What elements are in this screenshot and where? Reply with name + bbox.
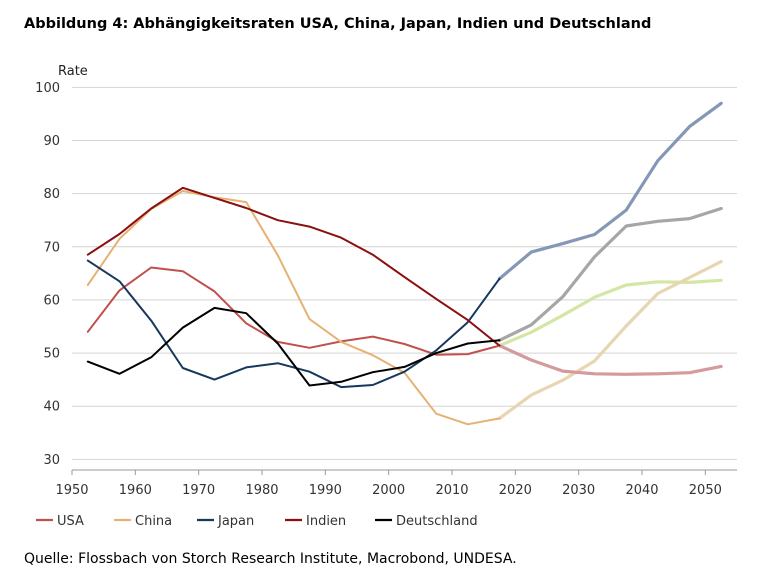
x-tick-label: 1970 [182,483,215,498]
x-tick-label: 1990 [309,483,342,498]
axes: 30 40 50 60 70 80 90 100 1950 1960 1970 1980 1990 200… [35,81,737,498]
y-tick-label: 100 [35,81,60,96]
y-tick-label: 60 [43,293,60,308]
series-line-china [86,190,501,426]
x-tick-label: 1950 [55,483,88,498]
y-tick-label: 80 [43,187,60,202]
series-line-china-projection [497,260,723,420]
legend-label-deutschland: Deutschland [396,514,478,529]
legend-label-china: China [135,514,172,529]
x-tick-label: 2010 [435,483,468,498]
series-line-indien-projection [497,344,723,376]
series-lines [86,101,723,426]
line-chart: 30 40 50 60 70 80 90 100 1950 1960 1970 1980 1990 200… [35,81,737,529]
x-tick-label: 1960 [119,483,152,498]
y-tick-label: 70 [43,240,60,255]
series-line-deutschland-projection [497,206,723,342]
series-line-usa-projection [497,278,723,348]
series-line-japan-projection [497,101,723,281]
y-tick-label: 30 [43,453,60,468]
source-note: Quelle: Flossbach von Storch Research In… [24,551,517,567]
x-tick-label: 2020 [499,483,532,498]
x-tick-label: 2030 [562,483,595,498]
series-line-indien [86,186,501,347]
legend-label-japan: Japan [217,514,254,529]
series-line-japan [86,259,501,389]
legend-label-indien: Indien [306,514,346,529]
series-line-usa [86,266,501,356]
legend: USA China Japan Indien Deutschland [36,514,478,529]
x-tick-label: 2050 [689,483,722,498]
x-tick-label: 2040 [625,483,658,498]
y-tick-label: 90 [43,134,60,149]
gridlines [72,86,737,460]
legend-label-usa: USA [57,514,84,529]
x-tick-label: 1980 [245,483,278,498]
series-line-deutschland [86,306,501,387]
chart-title: Abbildung 4: Abhängigkeitsraten USA, Chi… [24,16,652,32]
y-axis-label: Rate [58,64,88,79]
x-tick-label: 2000 [372,483,405,498]
y-tick-label: 50 [43,347,60,362]
y-tick-label: 40 [43,400,60,415]
